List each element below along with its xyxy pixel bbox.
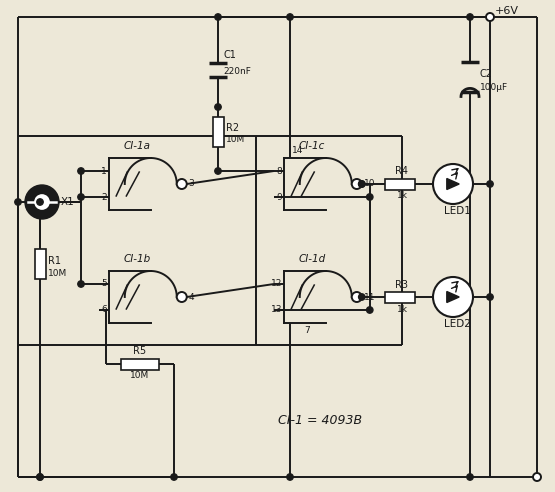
- Circle shape: [359, 181, 365, 187]
- Circle shape: [433, 164, 473, 204]
- Text: 9: 9: [276, 192, 282, 202]
- Polygon shape: [447, 179, 459, 189]
- Text: 14: 14: [292, 146, 304, 155]
- Text: 6: 6: [101, 306, 107, 314]
- Text: CI-1 = 4093B: CI-1 = 4093B: [278, 413, 362, 427]
- Text: CI-1c: CI-1c: [299, 141, 325, 151]
- Text: 10M: 10M: [226, 135, 245, 145]
- Circle shape: [487, 181, 493, 187]
- Text: LED2: LED2: [443, 319, 471, 329]
- Text: 10M: 10M: [130, 371, 150, 380]
- Circle shape: [433, 277, 473, 317]
- Text: R3: R3: [396, 279, 408, 289]
- Bar: [34, 249, 46, 279]
- Bar: [385, 179, 415, 189]
- Circle shape: [78, 281, 84, 287]
- Circle shape: [352, 292, 362, 302]
- Bar: [121, 359, 159, 369]
- Text: R4: R4: [396, 166, 408, 177]
- Circle shape: [215, 168, 221, 174]
- Text: R5: R5: [133, 346, 147, 357]
- Text: 2: 2: [102, 192, 107, 202]
- Text: LED1: LED1: [443, 206, 471, 216]
- Circle shape: [25, 185, 59, 219]
- Circle shape: [215, 104, 221, 110]
- Circle shape: [366, 194, 373, 200]
- Text: R1: R1: [48, 256, 61, 266]
- Circle shape: [287, 474, 293, 480]
- Circle shape: [487, 294, 493, 300]
- Text: 3: 3: [189, 180, 194, 188]
- Text: 8: 8: [276, 166, 282, 176]
- Circle shape: [37, 474, 43, 480]
- Text: 220nF: 220nF: [223, 67, 251, 76]
- Polygon shape: [447, 291, 459, 303]
- Text: 1k: 1k: [396, 305, 407, 313]
- Circle shape: [37, 474, 43, 480]
- Text: 10M: 10M: [48, 269, 67, 277]
- Text: CI-1a: CI-1a: [124, 141, 150, 151]
- Text: 11: 11: [364, 293, 375, 302]
- Circle shape: [215, 14, 221, 20]
- Circle shape: [487, 14, 493, 20]
- Text: CI-1b: CI-1b: [123, 254, 150, 264]
- Circle shape: [15, 199, 21, 205]
- Circle shape: [35, 195, 49, 209]
- Text: 5: 5: [101, 279, 107, 288]
- Bar: [385, 291, 415, 303]
- Text: C2: C2: [480, 69, 493, 79]
- Text: X1: X1: [61, 197, 75, 207]
- Text: 10: 10: [364, 180, 375, 188]
- Circle shape: [352, 179, 362, 189]
- Circle shape: [467, 14, 473, 20]
- Text: 1: 1: [101, 166, 107, 176]
- Text: 7: 7: [304, 326, 310, 335]
- Text: 12: 12: [271, 279, 282, 288]
- Circle shape: [366, 307, 373, 313]
- Circle shape: [176, 292, 187, 302]
- Circle shape: [37, 199, 43, 205]
- Bar: [213, 117, 224, 147]
- Circle shape: [171, 474, 177, 480]
- Circle shape: [287, 14, 293, 20]
- Circle shape: [78, 168, 84, 174]
- Circle shape: [78, 194, 84, 200]
- Text: 100μF: 100μF: [480, 83, 508, 92]
- Circle shape: [486, 13, 494, 21]
- Text: +6V: +6V: [495, 6, 519, 16]
- Circle shape: [176, 179, 187, 189]
- Circle shape: [533, 473, 541, 481]
- Text: 1k: 1k: [396, 191, 407, 201]
- Circle shape: [359, 294, 365, 300]
- Text: R2: R2: [226, 123, 239, 133]
- Text: CI-1d: CI-1d: [299, 254, 326, 264]
- Circle shape: [467, 474, 473, 480]
- Text: C1: C1: [223, 50, 236, 60]
- Text: 13: 13: [270, 306, 282, 314]
- Text: 4: 4: [189, 293, 194, 302]
- Circle shape: [359, 181, 365, 187]
